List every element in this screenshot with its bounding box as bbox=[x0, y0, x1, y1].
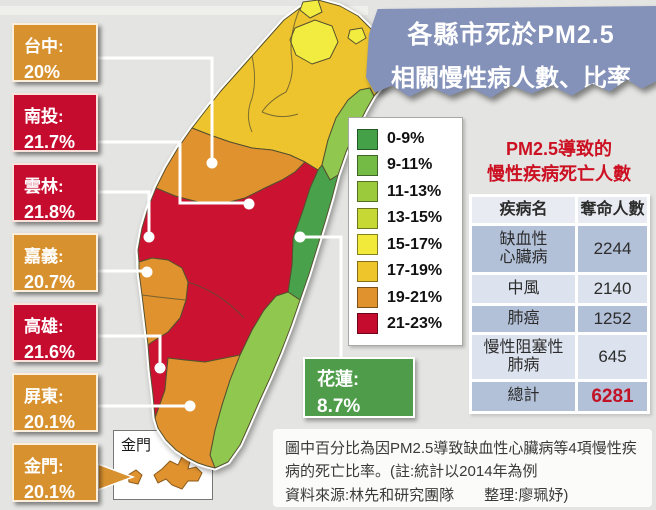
legend-item: 21-23% bbox=[357, 312, 454, 336]
background-strip bbox=[0, 6, 368, 15]
county-label-nantou: 南投: 21.7% bbox=[12, 93, 98, 152]
leader-hualien bbox=[300, 235, 343, 358]
table-row-disease: 肺癌 bbox=[472, 306, 575, 332]
county-label-pingtung: 屏東: 20.1% bbox=[12, 373, 98, 432]
table-row-disease: 中風 bbox=[472, 275, 575, 303]
stats-title-line2: 慢性疾病死亡人數 bbox=[487, 164, 631, 185]
region-chiayi-tainan-19-21 bbox=[138, 257, 189, 346]
table-row-disease: 慢性阻塞性 肺病 bbox=[472, 335, 575, 379]
county-name: 台中: bbox=[24, 37, 64, 56]
county-value: 20.1% bbox=[24, 482, 76, 502]
county-name: 南投: bbox=[24, 107, 64, 126]
table-row-deaths: 1252 bbox=[578, 306, 647, 332]
county-value: 20.7% bbox=[24, 272, 76, 292]
leader-dots bbox=[141, 157, 306, 412]
region-pingtung-19-21 bbox=[154, 354, 241, 469]
legend-item: 19-21% bbox=[357, 286, 454, 310]
legend-swatch bbox=[357, 287, 378, 309]
region-northtip-15-17 bbox=[299, 0, 323, 19]
legend-swatch bbox=[357, 128, 378, 150]
leader-lines bbox=[98, 56, 343, 408]
legend-swatch bbox=[357, 181, 378, 203]
leader-kaohsiung bbox=[98, 334, 162, 368]
legend-range: 9-11% bbox=[387, 156, 433, 174]
legend-item: 11-13% bbox=[357, 180, 454, 204]
county-value: 21.7% bbox=[24, 132, 76, 152]
county-label-kaohsiung: 高雄: 21.6% bbox=[12, 303, 98, 362]
legend-item: 13-15% bbox=[357, 206, 454, 230]
county-label-hualien: 花蓮: 8.7% bbox=[303, 357, 415, 418]
county-value: 20.1% bbox=[24, 412, 76, 432]
county-name: 花蓮: bbox=[317, 369, 359, 389]
kinmen-pointer-arrow bbox=[97, 462, 136, 492]
county-value: 21.8% bbox=[24, 202, 76, 222]
legend-item: 15-17% bbox=[357, 233, 454, 257]
legend-range: 15-17% bbox=[387, 235, 443, 253]
county-label-kinmen: 金門: 20.1% bbox=[12, 443, 98, 502]
map-legend: 0-9% 9-11% 11-13% 13-15% 15-17% 17-19% 1… bbox=[348, 117, 463, 346]
county-name: 雲林: bbox=[24, 177, 64, 196]
leader-yunlin bbox=[98, 190, 151, 237]
legend-range: 0-9% bbox=[387, 130, 425, 147]
table-row-deaths: 2244 bbox=[578, 226, 647, 272]
title-line2: 相關慢性病人數、比率 bbox=[391, 65, 631, 92]
county-name: 高雄: bbox=[24, 317, 64, 336]
footnote-text: 圖中百分比為因PM2.5導致缺血性心臟病等4項慢性疾病的死亡比率。(註:統計以2… bbox=[273, 429, 652, 507]
county-inner-borders bbox=[141, 7, 301, 319]
col-header-disease: 疾病名 bbox=[472, 197, 575, 223]
title-banner: 各縣市死於PM2.5 相關慢性病人數、比率 bbox=[366, 6, 656, 108]
legend-item: 9-11% bbox=[357, 153, 454, 177]
stats-title-line1: PM2.5導致的 bbox=[505, 139, 613, 159]
table-row-disease: 缺血性 心臟病 bbox=[472, 226, 575, 272]
table-total-label: 總計 bbox=[472, 382, 575, 411]
legend-item: 17-19% bbox=[357, 259, 454, 283]
legend-range: 13-15% bbox=[387, 209, 443, 227]
county-label-yunlin: 雲林: 21.8% bbox=[12, 163, 98, 222]
table-row-deaths: 2140 bbox=[578, 275, 647, 303]
county-name: 金門: bbox=[24, 457, 64, 476]
col-header-deaths: 奪命人數 bbox=[578, 197, 647, 223]
legend-range: 17-19% bbox=[387, 262, 443, 280]
kinmen-inset-label: 金門 bbox=[121, 437, 152, 454]
table-total-value: 6281 bbox=[578, 382, 647, 411]
county-value: 8.7% bbox=[317, 396, 361, 417]
legend-item: 0-9% bbox=[357, 127, 454, 151]
county-value: 21.6% bbox=[24, 342, 76, 362]
county-value: 20% bbox=[24, 62, 61, 82]
county-name: 嘉義: bbox=[24, 247, 64, 266]
legend-range: 11-13% bbox=[387, 182, 442, 200]
county-regions bbox=[137, 0, 389, 469]
legend-swatch bbox=[357, 260, 378, 282]
legend-swatch bbox=[357, 234, 378, 256]
region-taipei-15-17 bbox=[289, 19, 339, 65]
leader-nantou bbox=[98, 140, 249, 205]
legend-range: 21-23% bbox=[387, 314, 443, 332]
legend-swatch bbox=[357, 154, 378, 176]
table-row-deaths: 645 bbox=[578, 335, 647, 379]
legend-swatch bbox=[357, 207, 378, 229]
county-label-chiayi: 嘉義: 20.7% bbox=[12, 233, 98, 292]
legend-swatch bbox=[357, 313, 378, 335]
title-line1: 各縣市死於PM2.5 bbox=[407, 21, 615, 49]
county-label-taichung: 台中: 20% bbox=[12, 23, 98, 82]
county-name: 屏東: bbox=[24, 387, 64, 406]
stats-table-title: PM2.5導致的 慢性疾病死亡人數 bbox=[466, 137, 652, 187]
deaths-table: 疾病名 奪命人數 缺血性 心臟病 2244 中風 2140 肺癌 1252 慢性… bbox=[469, 194, 650, 414]
leader-taichung bbox=[98, 56, 214, 163]
kinmen-main-island bbox=[153, 456, 203, 490]
region-keelung-15-17 bbox=[347, 27, 367, 45]
legend-range: 19-21% bbox=[387, 288, 443, 306]
